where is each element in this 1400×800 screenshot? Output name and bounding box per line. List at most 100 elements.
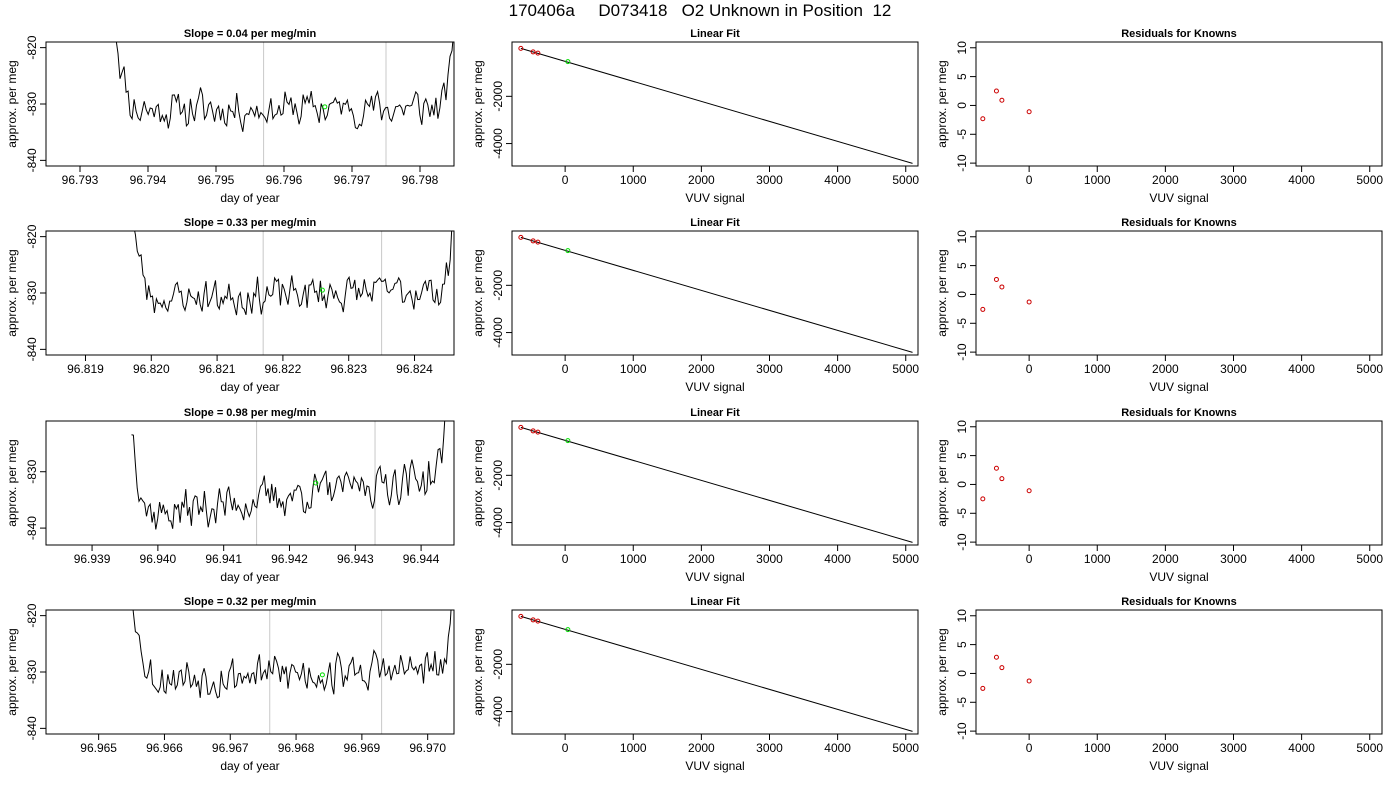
y-axis-label: approx. per meg (5, 249, 19, 336)
y-tick-label: 10 (955, 41, 969, 55)
y-tick-label: -2000 (491, 460, 505, 491)
x-tick-label: 96.797 (334, 173, 371, 187)
unknown-point (565, 248, 571, 254)
panel-frame (975, 41, 1383, 167)
residual-point (1026, 109, 1032, 115)
known-point (530, 49, 536, 55)
unknown-point (565, 59, 571, 65)
panel-title: Slope = 0.98 per meg/min (184, 407, 317, 419)
y-tick-label: -5 (955, 129, 969, 140)
unknown-point (319, 287, 325, 293)
unknown-point (322, 104, 328, 110)
panel-frame (975, 230, 1383, 356)
y-tick-label: 0 (955, 291, 969, 298)
panel-title: Linear Fit (690, 596, 740, 608)
known-point (535, 429, 541, 435)
page-title: 170406a D073418 O2 Unknown in Position 1… (508, 1, 892, 20)
x-tick-label: 96.944 (403, 552, 440, 566)
x-tick-label: 4000 (1288, 173, 1315, 187)
residual-point (999, 476, 1005, 482)
x-tick-label: 96.822 (265, 362, 302, 376)
panel-frame (511, 41, 919, 167)
y-tick-label: -830 (25, 281, 39, 305)
y-tick-label: -830 (25, 459, 39, 483)
x-axis-label: VUV signal (685, 191, 744, 205)
y-tick-label: -10 (955, 343, 969, 361)
panel-fit-row3: Linear Fit 0 1000 2000 3000 4000 5000 VUV signa… (471, 407, 919, 584)
x-tick-label: 1000 (620, 741, 647, 755)
panel-fit-row4: Linear Fit 0 1000 2000 3000 4000 5000 VUV signa… (471, 596, 919, 773)
y-axis-label: approx. per meg (471, 439, 485, 526)
y-tick-label: 0 (955, 102, 969, 109)
x-tick-label: 5000 (1356, 173, 1383, 187)
x-tick-label: 2000 (688, 362, 715, 376)
y-tick-label: -2000 (491, 81, 505, 112)
series-line (115, 42, 454, 132)
x-tick-label: 2000 (1152, 741, 1179, 755)
x-tick-label: 2000 (688, 173, 715, 187)
residual-point (993, 654, 999, 660)
y-tick-label: 5 (955, 262, 969, 269)
y-axis-label: approx. per meg (471, 628, 485, 715)
panel-frame (511, 420, 919, 546)
x-tick-label: 2000 (688, 741, 715, 755)
plot-area (134, 231, 453, 355)
y-tick-label: -10 (955, 154, 969, 172)
x-tick-label: 5000 (892, 362, 919, 376)
residual-point (1026, 678, 1032, 684)
x-tick-label: 4000 (824, 173, 851, 187)
x-axis-label: day of year (220, 570, 279, 584)
series-line (132, 610, 452, 699)
known-point (518, 234, 524, 240)
x-tick-label: 2000 (1152, 362, 1179, 376)
x-tick-label: 96.940 (140, 552, 177, 566)
x-tick-label: 96.970 (409, 741, 446, 755)
x-tick-label: 1000 (1084, 362, 1111, 376)
unknown-point (313, 480, 319, 486)
plot-area (980, 654, 1032, 691)
panel-title: Slope = 0.32 per meg/min (184, 596, 317, 608)
panel-title: Slope = 0.33 per meg/min (184, 217, 317, 229)
unknown-point (565, 627, 571, 633)
x-tick-label: 0 (1026, 741, 1033, 755)
plot-area (115, 42, 454, 166)
x-tick-label: 96.819 (67, 362, 104, 376)
known-point (535, 618, 541, 624)
x-tick-label: 5000 (1356, 362, 1383, 376)
x-tick-label: 3000 (1220, 741, 1247, 755)
x-tick-label: 0 (562, 173, 569, 187)
y-tick-label: -830 (25, 92, 39, 116)
y-tick-label: -10 (955, 533, 969, 551)
y-tick-label: -4000 (491, 507, 505, 538)
panel-residuals-row3: Residuals for Knowns 0 1000 2000 3000 4000 500… (935, 407, 1383, 584)
x-tick-label: 5000 (1356, 741, 1383, 755)
plot-area (980, 276, 1032, 312)
residual-point (980, 496, 986, 502)
x-tick-label: 96.967 (212, 741, 249, 755)
panel-residuals-row2: Residuals for Knowns 0 1000 2000 3000 4000 500… (935, 217, 1383, 394)
y-tick-label: 10 (955, 609, 969, 623)
y-tick-label: -840 (25, 148, 39, 172)
fit-line (520, 426, 913, 543)
known-point (518, 613, 524, 619)
fit-line (520, 47, 913, 164)
y-axis-label: approx. per meg (5, 628, 19, 715)
panel-timeseries-row4: Slope = 0.32 per meg/min 96.965 96.966 96.9… (5, 596, 455, 773)
unknown-point (565, 438, 571, 444)
residual-point (980, 685, 986, 691)
x-tick-label: 3000 (756, 173, 783, 187)
x-tick-label: 2000 (1152, 173, 1179, 187)
x-tick-label: 0 (1026, 173, 1033, 187)
fit-line (520, 615, 913, 732)
y-tick-label: -840 (25, 516, 39, 540)
x-tick-label: 1000 (620, 552, 647, 566)
x-tick-label: 96.823 (330, 362, 367, 376)
x-tick-label: 4000 (1288, 741, 1315, 755)
residual-point (1026, 488, 1032, 494)
plot-area (131, 421, 446, 545)
x-tick-label: 96.798 (402, 173, 439, 187)
x-tick-label: 5000 (1356, 552, 1383, 566)
x-tick-label: 96.820 (133, 362, 170, 376)
known-point (535, 239, 541, 245)
